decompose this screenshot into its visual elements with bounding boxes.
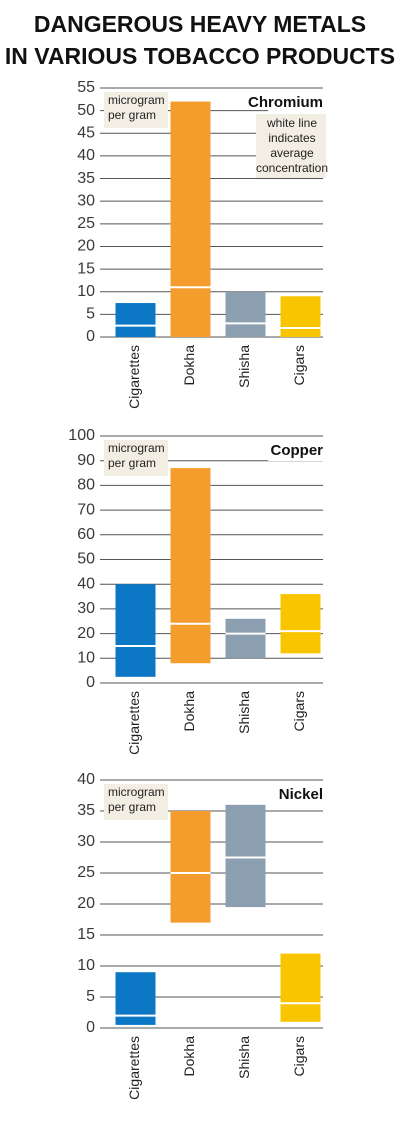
range-bar [115, 584, 156, 677]
category-label: Shisha [236, 691, 252, 734]
note-text: concentration [256, 161, 328, 175]
unit-bg [104, 92, 168, 128]
y-tick-label: 30 [77, 600, 95, 617]
note-text: average [270, 146, 314, 160]
unit-label: microgram [108, 441, 165, 455]
note-text: indicates [268, 131, 315, 145]
main-title: IN VARIOUS TOBACCO PRODUCTS [5, 43, 395, 69]
category-label: Dokha [181, 345, 197, 386]
category-label: Cigars [291, 345, 307, 385]
note-text: white line [266, 116, 317, 130]
title-bg [268, 441, 326, 461]
chart-title: Copper [271, 442, 324, 459]
range-bar [280, 953, 321, 1022]
range-bar [115, 303, 156, 337]
y-tick-label: 35 [77, 802, 95, 819]
range-bar [225, 618, 266, 659]
range-bar [115, 972, 156, 1025]
y-tick-label: 0 [86, 1019, 95, 1036]
title-bg [268, 93, 326, 113]
y-tick-label: 40 [77, 771, 95, 788]
y-tick-label: 55 [77, 79, 95, 96]
chart-title: Nickel [279, 786, 323, 803]
range-bar [280, 594, 321, 654]
unit-bg [104, 440, 168, 476]
y-tick-label: 5 [86, 306, 95, 323]
unit-label: microgram [108, 93, 165, 107]
y-tick-label: 30 [77, 833, 95, 850]
y-tick-label: 30 [77, 192, 95, 209]
y-tick-label: 10 [77, 650, 95, 667]
unit-bg [104, 784, 168, 820]
unit-label: per gram [108, 456, 156, 470]
category-label: Shisha [236, 345, 252, 388]
y-tick-label: 100 [68, 427, 95, 444]
y-tick-label: 70 [77, 501, 95, 518]
y-tick-label: 25 [77, 215, 95, 232]
category-label: Cigarettes [126, 345, 142, 409]
y-tick-label: 60 [77, 526, 95, 543]
note-bg [256, 114, 326, 178]
main-title: DANGEROUS HEAVY METALS [34, 11, 366, 37]
y-tick-label: 80 [77, 477, 95, 494]
unit-label: microgram [108, 785, 165, 799]
y-tick-label: 40 [77, 575, 95, 592]
category-label: Dokha [181, 1036, 197, 1077]
category-label: Cigars [291, 1036, 307, 1076]
y-tick-label: 50 [77, 102, 95, 119]
y-tick-label: 20 [77, 625, 95, 642]
y-tick-label: 15 [77, 260, 95, 277]
y-tick-label: 20 [77, 238, 95, 255]
range-bar [170, 811, 211, 923]
range-bar [280, 296, 321, 337]
y-tick-label: 10 [77, 957, 95, 974]
category-label: Cigars [291, 691, 307, 731]
range-bar [225, 291, 266, 337]
y-tick-label: 0 [86, 328, 95, 345]
unit-label: per gram [108, 108, 156, 122]
y-tick-label: 50 [77, 551, 95, 568]
category-label: Cigarettes [126, 1036, 142, 1100]
y-tick-label: 0 [86, 674, 95, 691]
chart-title: Chromium [248, 94, 323, 111]
range-bar [170, 101, 211, 337]
unit-label: per gram [108, 800, 156, 814]
range-bar [170, 468, 211, 664]
y-tick-label: 90 [77, 452, 95, 469]
range-bar [225, 804, 266, 908]
y-tick-label: 35 [77, 170, 95, 187]
y-tick-label: 45 [77, 124, 95, 141]
title-bg [268, 785, 326, 805]
y-tick-label: 15 [77, 926, 95, 943]
y-tick-label: 20 [77, 895, 95, 912]
y-tick-label: 40 [77, 147, 95, 164]
y-tick-label: 25 [77, 864, 95, 881]
category-label: Dokha [181, 691, 197, 732]
y-tick-label: 5 [86, 988, 95, 1005]
y-tick-label: 10 [77, 283, 95, 300]
category-label: Cigarettes [126, 691, 142, 755]
category-label: Shisha [236, 1036, 252, 1079]
